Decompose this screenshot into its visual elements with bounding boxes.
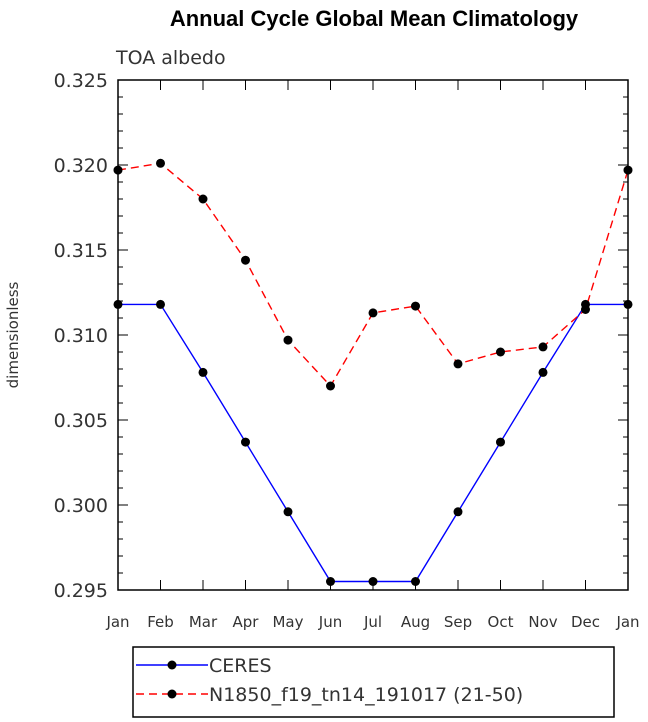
x-tick-label: Mar (189, 613, 218, 631)
y-tick-label: 0.305 (54, 410, 108, 432)
data-point-series-2 (368, 308, 378, 318)
x-tick-label: Sep (444, 613, 472, 631)
series-line-1 (118, 303, 628, 583)
data-point-series-1 (326, 577, 335, 586)
chart-subtitle: TOA albedo (115, 47, 226, 69)
y-tick-label: 0.325 (54, 70, 108, 92)
x-tick-label: Dec (571, 613, 600, 631)
chart-title: Annual Cycle Global Mean Climatology (170, 6, 579, 31)
data-point-series-1 (411, 577, 420, 586)
legend-marker-2 (167, 689, 177, 699)
series-line-2 (117, 162, 629, 388)
y-tick-label: 0.320 (54, 155, 108, 177)
x-tick-label: May (272, 613, 303, 631)
data-point-series-1 (538, 367, 548, 377)
legend-marker-1 (167, 660, 177, 670)
plot-frame (117, 79, 629, 591)
x-tick-label: Apr (233, 613, 260, 631)
legend-box (132, 646, 615, 718)
data-point-series-1 (453, 507, 463, 517)
x-tick-label: Aug (401, 613, 430, 631)
data-point-series-2 (326, 381, 335, 391)
y-tick-label: 0.310 (54, 325, 108, 347)
data-point-series-2 (198, 194, 208, 204)
data-point-series-2 (538, 342, 548, 352)
x-tick-label: Jan (105, 613, 129, 631)
y-tick-label: 0.315 (54, 240, 108, 262)
x-tick-label: Feb (147, 613, 174, 631)
data-point-series-1 (198, 367, 208, 377)
data-point-series-2 (411, 301, 420, 311)
legend-label-1: CERES (209, 655, 272, 677)
data-point-series-2 (453, 359, 463, 369)
series-lines (117, 162, 629, 583)
axis-ticks (117, 79, 629, 591)
x-tick-label: Nov (528, 613, 557, 631)
y-tick-label: 0.300 (54, 495, 108, 517)
data-point-series-2 (241, 255, 250, 265)
data-point-series-1 (496, 437, 505, 447)
data-point-series-2 (581, 305, 590, 314)
series-points (113, 158, 633, 586)
y-tick-label: 0.295 (54, 580, 108, 602)
x-tick-labels: Jan Feb Mar Apr May Jun Jul Aug Sep Oct Nov Dec Jan (105, 613, 639, 631)
data-point-series-2 (283, 335, 293, 345)
data-point-series-2 (496, 347, 505, 357)
y-tick-labels: 0.295 0.300 0.305 0.310 0.315 0.320 0.325 (54, 70, 108, 602)
x-tick-label: Oct (488, 613, 514, 631)
data-point-series-1 (156, 299, 165, 309)
x-tick-label: Jul (363, 613, 382, 631)
x-tick-label: Jan (615, 613, 639, 631)
x-tick-label: Jun (318, 613, 342, 631)
legend: CERES N1850_f19_tn14_191017 (21-50) (132, 646, 615, 718)
data-point-series-1 (283, 507, 293, 517)
legend-label-2: N1850_f19_tn14_191017 (21-50) (209, 684, 523, 706)
data-point-series-2 (156, 158, 165, 168)
data-point-series-1 (241, 437, 250, 447)
data-point-series-1 (368, 577, 378, 586)
y-axis-label: dimensionless (4, 281, 22, 388)
